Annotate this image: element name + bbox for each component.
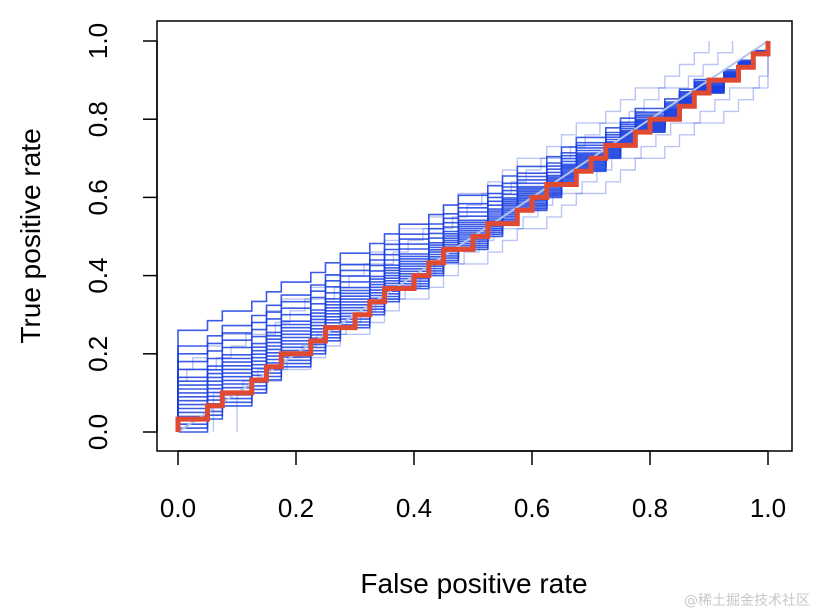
faint-sample-curve: [236, 41, 769, 432]
mean-roc-curve: [175, 41, 771, 432]
y-axis-title: True positive rate: [15, 128, 46, 343]
x-tick-label: 1.0: [750, 493, 786, 523]
y-tick-label: 0.8: [83, 101, 113, 137]
x-tick-label: 0.2: [278, 493, 314, 523]
axes: 0.0 0.2 0.4 0.6 0.8 1.0 0.0 0.2 0.4 0.6 0.8 1.0: [83, 23, 786, 523]
y-tick-label: 0.2: [83, 336, 113, 372]
faint-sample-curve: [177, 41, 734, 432]
x-axis-title: False positive rate: [360, 568, 587, 599]
y-tick-label: 0.4: [83, 258, 113, 294]
watermark: @稀土掘金技术社区: [684, 593, 810, 609]
x-tick-label: 0.8: [632, 493, 668, 523]
x-tick-label: 0.4: [396, 493, 432, 523]
main-series: [175, 41, 771, 432]
faint-sample-curve: [212, 41, 769, 432]
faint-curves: [177, 41, 769, 432]
x-tick-label: 0.0: [160, 493, 196, 523]
faint-sample-curve: [177, 41, 710, 432]
sample-curve: [177, 41, 769, 432]
y-tick-label: 0.6: [83, 179, 113, 215]
x-tick-label: 0.6: [514, 493, 550, 523]
y-tick-label: 1.0: [83, 23, 113, 59]
y-tick-label: 0.0: [83, 414, 113, 450]
